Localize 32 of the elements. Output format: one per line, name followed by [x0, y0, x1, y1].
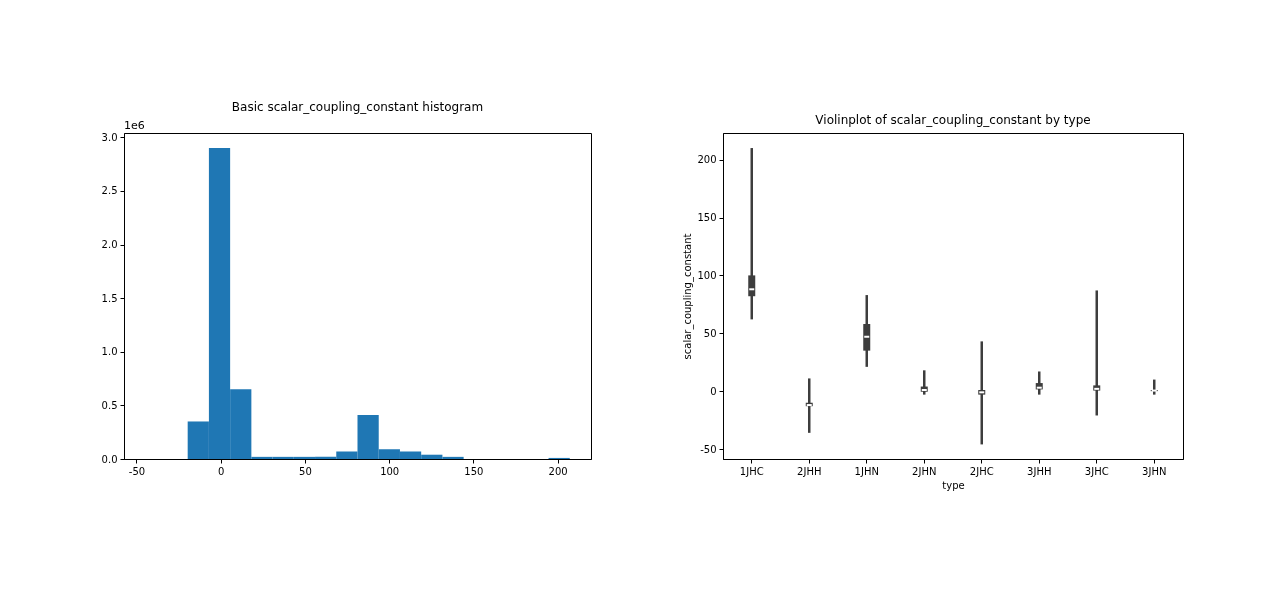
y-axis-title: scalar_coupling_constant [682, 233, 695, 360]
text: 1e6 [124, 119, 145, 132]
x-tick-label: 2JHN [912, 465, 937, 477]
y-tick-label: 1.0 [101, 346, 118, 358]
x-tick-label: 2JHH [797, 465, 822, 477]
y-tick-label: 3.0 [101, 131, 118, 143]
x-axis-title: type [942, 479, 965, 491]
y-tick-label: 0.0 [101, 453, 118, 465]
y-tick-label: 150 [697, 212, 717, 224]
x-tick-label: 0 [218, 465, 225, 477]
y-tick-label: 2.5 [101, 185, 118, 197]
chart-title: Violinplot of scalar_coupling_constant by type [815, 113, 1091, 127]
y-tick-label: 0 [710, 385, 717, 397]
y-tick-label: 1.5 [101, 292, 118, 304]
x-tick-label: 200 [548, 465, 568, 477]
x-tick-label: 3JHN [1142, 465, 1167, 477]
y-tick-label: 0.5 [101, 399, 118, 411]
x-tick-label: 1JHN [854, 465, 879, 477]
x-tick-label: 50 [299, 465, 312, 477]
y-tick-label: 100 [697, 269, 717, 281]
x-tick-label: 1JHC [739, 465, 764, 477]
x-tick-label: 150 [464, 465, 484, 477]
x-tick-label: 100 [380, 465, 400, 477]
x-tick-label: 3JHC [1084, 465, 1109, 477]
y-tick-label: 50 [703, 327, 717, 339]
x-tick-label: 3JHH [1027, 465, 1052, 477]
x-tick-label: 2JHC [969, 465, 994, 477]
x-tick-label: -50 [128, 465, 146, 477]
chart-title: Basic scalar_coupling_constant histogram [231, 100, 484, 114]
y-tick-label: -50 [700, 443, 717, 455]
y-tick-label: 200 [697, 154, 717, 166]
y-tick-label: 2.0 [101, 239, 118, 251]
